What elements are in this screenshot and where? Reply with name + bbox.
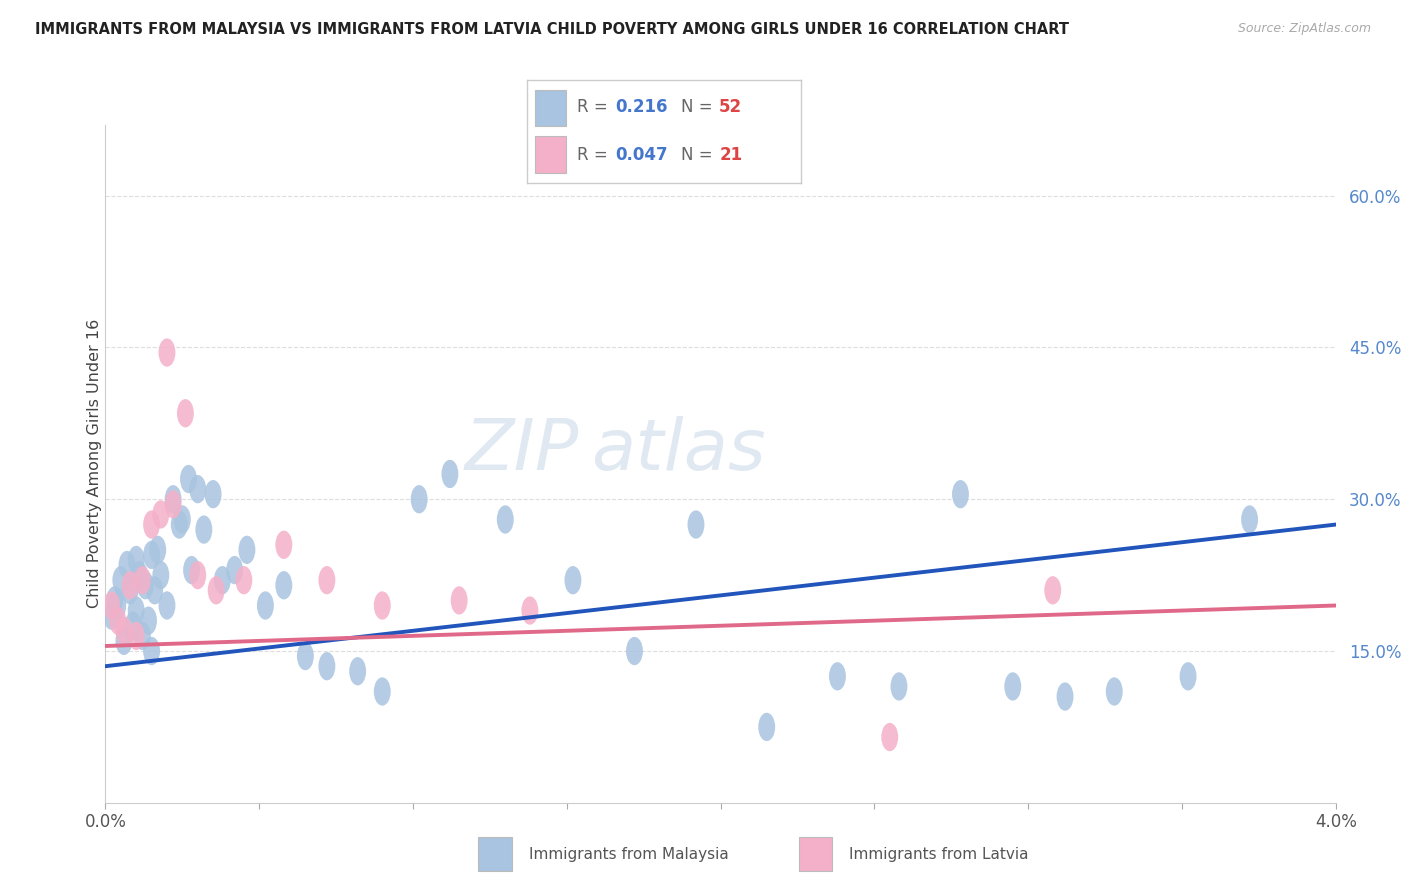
Text: N =: N = [681,98,717,117]
Ellipse shape [239,536,256,564]
Text: R =: R = [576,98,613,117]
Text: IMMIGRANTS FROM MALAYSIA VS IMMIGRANTS FROM LATVIA CHILD POVERTY AMONG GIRLS UND: IMMIGRANTS FROM MALAYSIA VS IMMIGRANTS F… [35,22,1069,37]
Ellipse shape [349,657,366,685]
Ellipse shape [374,591,391,620]
FancyBboxPatch shape [536,136,565,173]
Ellipse shape [159,591,176,620]
Ellipse shape [110,591,127,620]
Ellipse shape [149,536,166,564]
Ellipse shape [128,597,145,624]
FancyBboxPatch shape [478,837,512,871]
Ellipse shape [890,673,907,700]
Ellipse shape [1056,682,1074,711]
Text: 21: 21 [720,145,742,163]
Ellipse shape [134,622,150,650]
Ellipse shape [952,480,969,508]
Ellipse shape [152,500,169,529]
Ellipse shape [205,480,222,508]
Ellipse shape [1105,677,1123,706]
Ellipse shape [107,586,124,615]
Ellipse shape [134,566,150,594]
Ellipse shape [159,338,176,367]
Ellipse shape [141,607,157,635]
Text: R =: R = [576,145,613,163]
Ellipse shape [118,551,135,579]
Ellipse shape [758,713,775,741]
Ellipse shape [103,601,120,630]
Ellipse shape [115,627,132,655]
Ellipse shape [112,566,129,594]
Ellipse shape [626,637,643,665]
Ellipse shape [257,591,274,620]
Ellipse shape [318,652,336,681]
Ellipse shape [177,399,194,427]
Ellipse shape [143,510,160,539]
FancyBboxPatch shape [536,89,565,127]
FancyBboxPatch shape [799,837,832,871]
Ellipse shape [496,506,513,533]
Ellipse shape [411,485,427,514]
Ellipse shape [131,561,148,590]
Ellipse shape [1045,576,1062,605]
Ellipse shape [318,566,336,594]
Ellipse shape [165,485,181,514]
Ellipse shape [451,586,468,615]
Text: Immigrants from Malaysia: Immigrants from Malaysia [529,847,728,862]
Ellipse shape [374,677,391,706]
Text: 0.216: 0.216 [614,98,668,117]
Ellipse shape [152,561,169,590]
Ellipse shape [121,576,139,605]
Ellipse shape [128,546,145,574]
Ellipse shape [110,607,127,635]
Ellipse shape [128,622,145,650]
Ellipse shape [226,556,243,584]
Text: atlas: atlas [592,416,766,484]
Ellipse shape [136,571,153,599]
Ellipse shape [121,571,139,599]
Ellipse shape [297,642,314,670]
Text: N =: N = [681,145,717,163]
Ellipse shape [170,510,188,539]
Ellipse shape [180,465,197,493]
Ellipse shape [143,637,160,665]
Y-axis label: Child Poverty Among Girls Under 16: Child Poverty Among Girls Under 16 [87,319,101,608]
Ellipse shape [276,531,292,559]
Ellipse shape [1180,662,1197,690]
Ellipse shape [125,612,142,640]
Text: 52: 52 [720,98,742,117]
Ellipse shape [165,490,181,518]
Ellipse shape [1004,673,1021,700]
Ellipse shape [441,459,458,488]
Ellipse shape [146,576,163,605]
Ellipse shape [183,556,200,584]
Ellipse shape [103,591,120,620]
Ellipse shape [115,616,132,645]
Text: ZIP: ZIP [465,416,579,484]
Ellipse shape [564,566,582,594]
Ellipse shape [830,662,846,690]
Ellipse shape [882,723,898,751]
Ellipse shape [195,516,212,544]
Text: 0.047: 0.047 [614,145,668,163]
Ellipse shape [190,561,207,590]
Ellipse shape [208,576,225,605]
Ellipse shape [1241,506,1258,533]
Ellipse shape [214,566,231,594]
Ellipse shape [235,566,252,594]
Text: Immigrants from Latvia: Immigrants from Latvia [849,847,1029,862]
Ellipse shape [688,510,704,539]
Ellipse shape [276,571,292,599]
Ellipse shape [522,597,538,624]
Text: Source: ZipAtlas.com: Source: ZipAtlas.com [1237,22,1371,36]
Ellipse shape [143,541,160,569]
Ellipse shape [174,506,191,533]
Ellipse shape [190,475,207,503]
